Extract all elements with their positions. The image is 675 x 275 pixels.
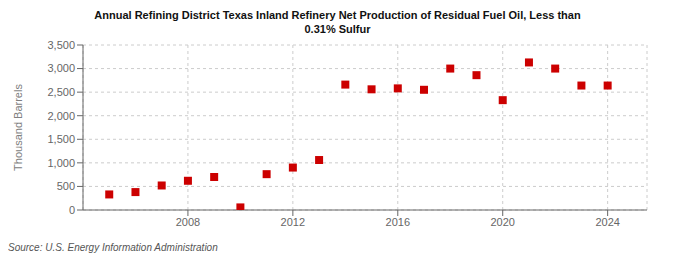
svg-text:2024: 2024 — [595, 216, 619, 228]
svg-text:3,000: 3,000 — [47, 62, 75, 74]
svg-text:2,500: 2,500 — [47, 86, 75, 98]
svg-text:2012: 2012 — [281, 216, 305, 228]
svg-text:500: 500 — [57, 180, 75, 192]
svg-text:1,500: 1,500 — [47, 133, 75, 145]
svg-text:0: 0 — [69, 204, 75, 216]
svg-text:1,000: 1,000 — [47, 157, 75, 169]
svg-text:2016: 2016 — [386, 216, 410, 228]
html-text:0.31% Sulfur: 0.31% Sulfur — [304, 23, 371, 35]
svg-text:3,500: 3,500 — [47, 40, 75, 51]
svg-text:2,000: 2,000 — [47, 110, 75, 122]
svg-text:Thousand Barrels: Thousand Barrels — [12, 84, 24, 171]
svg-text:2008: 2008 — [176, 216, 200, 228]
html-text:Annual Refining District Texas: Annual Refining District Texas Inland Re… — [94, 9, 581, 21]
html-text:Source: U.S. Energy Informatio: Source: U.S. Energy Information Administ… — [8, 242, 218, 253]
svg-text:2020: 2020 — [490, 216, 514, 228]
